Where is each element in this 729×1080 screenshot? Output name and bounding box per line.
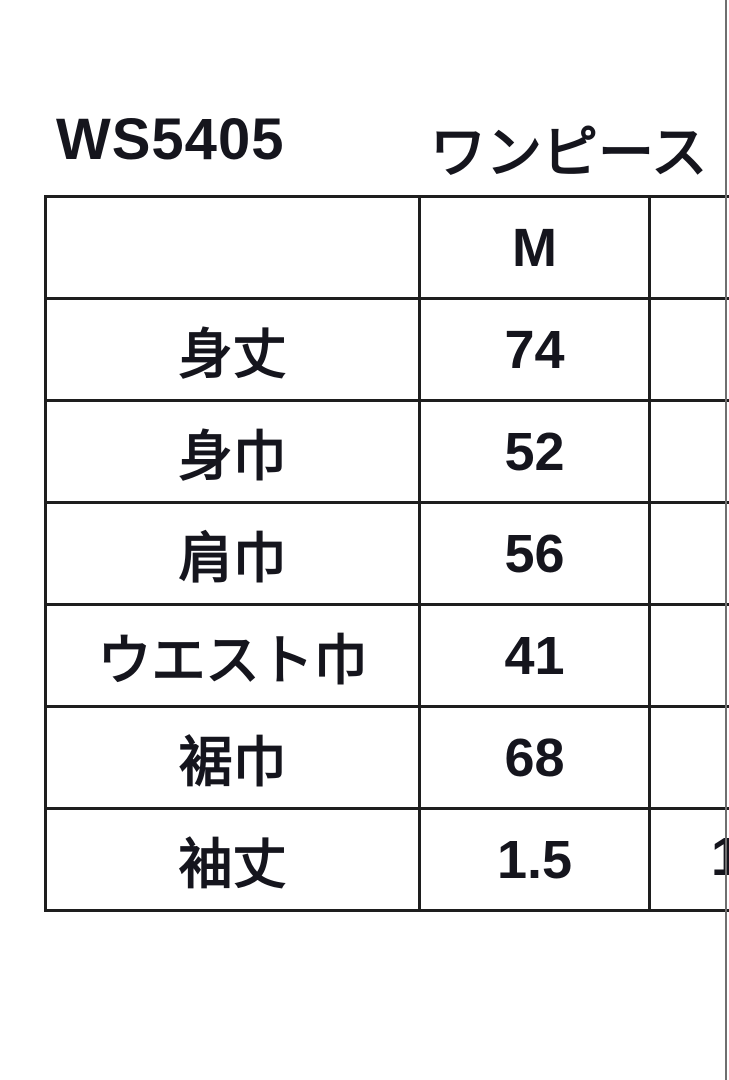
table-row: 身巾 52 <box>44 399 729 504</box>
next-size-cell <box>648 297 729 402</box>
size-table: M 身丈 74 身巾 52 肩巾 56 ウエスト巾 41 <box>44 195 729 912</box>
product-name: ワンピース <box>430 121 708 184</box>
table-row: ウエスト巾 41 <box>44 603 729 708</box>
table-header-row: M <box>44 195 729 300</box>
header-cell-size-m: M <box>418 195 651 300</box>
table-row: 裾巾 68 <box>44 705 729 810</box>
measure-label-cell: 裾巾 <box>44 705 421 810</box>
next-size-cell <box>648 603 729 708</box>
clipped-next-size-digit: 1 <box>711 827 729 887</box>
next-size-cell <box>648 705 729 810</box>
table-row: 袖丈 1.5 <box>44 807 729 912</box>
measure-value-cell: 41 <box>418 603 651 708</box>
measure-value-cell: 68 <box>418 705 651 810</box>
measure-value-cell: 74 <box>418 297 651 402</box>
title-row: WS5405 ワンピース <box>0 106 729 184</box>
measure-label-cell: 肩巾 <box>44 501 421 606</box>
measure-value-cell: 1.5 <box>418 807 651 912</box>
measure-label-cell: 身丈 <box>44 297 421 402</box>
next-size-cell <box>648 501 729 606</box>
header-cell-next-size <box>648 195 729 300</box>
measure-label-cell: 袖丈 <box>44 807 421 912</box>
photo-edge-line <box>725 0 727 1080</box>
measure-value-cell: 56 <box>418 501 651 606</box>
next-size-cell <box>648 399 729 504</box>
product-code: WS5405 <box>56 107 285 172</box>
measure-label-cell: 身巾 <box>44 399 421 504</box>
measure-value-cell: 52 <box>418 399 651 504</box>
header-cell-empty <box>44 195 421 300</box>
next-size-cell <box>648 807 729 912</box>
table-row: 肩巾 56 <box>44 501 729 606</box>
measure-label-cell: ウエスト巾 <box>44 603 421 708</box>
table-row: 身丈 74 <box>44 297 729 402</box>
